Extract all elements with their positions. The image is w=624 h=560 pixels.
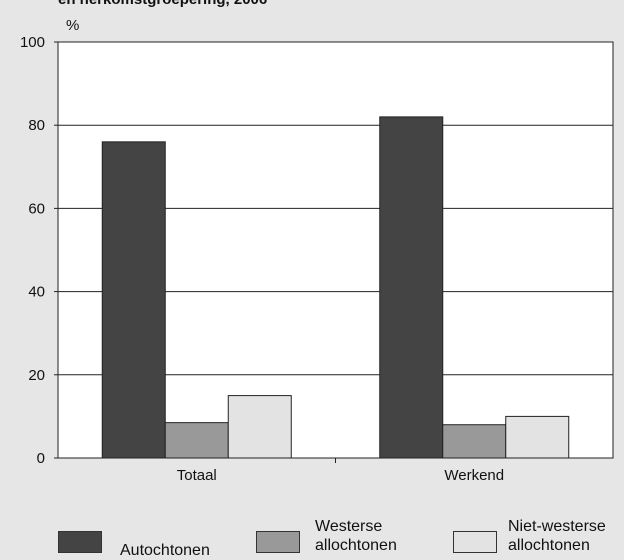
y-axis-ticks: 0 20 40 60 80 100 (20, 34, 58, 467)
y-tick-label: 40 (28, 284, 45, 301)
bar-totaal-2 (227, 395, 292, 459)
bar-chart: 0 20 40 60 80 100 Totaal Werkend % (20, 17, 614, 484)
legend-swatch (453, 531, 497, 553)
bars (101, 116, 570, 459)
legend-label: Niet-westerse allochtonen (508, 517, 606, 555)
bar-werkend-1 (442, 424, 507, 459)
x-tick-label: Totaal (177, 467, 217, 484)
y-tick-label: 20 (28, 367, 45, 384)
chart-title: en herkomstgroepering, 2006 (58, 0, 267, 8)
y-tick-label: 60 (28, 200, 45, 217)
bar-werkend-2 (505, 415, 570, 459)
legend-label: Westerse allochtonen (315, 517, 397, 555)
bar-totaal-1 (164, 422, 229, 459)
legend-label-line: Westerse (315, 518, 383, 535)
legend-swatch (58, 531, 102, 553)
bar-werkend-0 (379, 116, 444, 459)
x-tick-label: Werkend (444, 467, 504, 484)
legend-label-line: allochtonen (508, 537, 590, 554)
legend: Autochtonen Westerse allochtonen Niet-wes… (0, 510, 624, 560)
legend-swatch (256, 531, 300, 553)
legend-label-line: Niet-westerse (508, 518, 606, 535)
y-tick-label: 100 (20, 34, 45, 51)
bar-totaal-0 (101, 141, 166, 459)
legend-label-line: allochtonen (315, 537, 397, 554)
y-tick-label: 80 (28, 117, 45, 134)
y-axis-label: % (66, 17, 79, 34)
legend-label-line: Autochtonen (120, 542, 210, 559)
y-tick-label: 0 (37, 450, 45, 467)
x-axis-ticks: Totaal Werkend (177, 458, 504, 484)
legend-label: Autochtonen (120, 541, 210, 560)
